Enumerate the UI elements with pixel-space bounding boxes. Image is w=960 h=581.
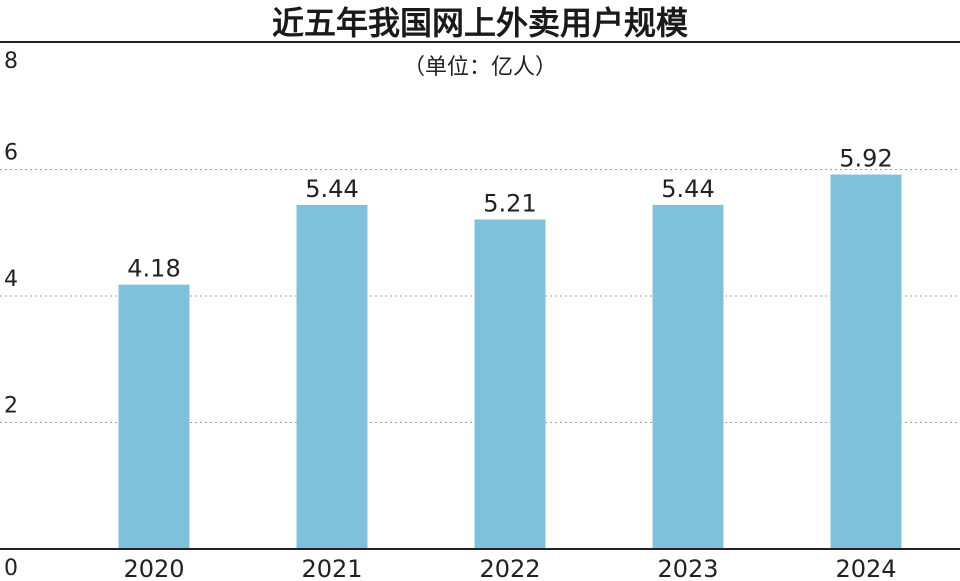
y-tick-label: 8 bbox=[4, 49, 18, 74]
x-tick-label-2024: 2024 bbox=[835, 555, 896, 581]
bar-2022 bbox=[474, 219, 546, 549]
x-tick-label-2021: 2021 bbox=[301, 555, 362, 581]
y-tick-label: 2 bbox=[4, 394, 18, 419]
data-label-2024: 5.92 bbox=[839, 145, 892, 173]
bar-2021 bbox=[296, 204, 368, 550]
data-label-2022: 5.21 bbox=[483, 189, 536, 217]
x-tick-label-2022: 2022 bbox=[479, 555, 540, 581]
bar-2023 bbox=[652, 204, 724, 550]
x-tick-label-2023: 2023 bbox=[657, 555, 718, 581]
y-tick-label: 6 bbox=[4, 141, 18, 166]
data-label-2023: 5.44 bbox=[661, 175, 714, 203]
bars bbox=[118, 174, 902, 550]
y-axis-ticks: 0 2 4 6 8 bbox=[4, 49, 18, 581]
chart-title: 近五年我国网上外卖用户规模 bbox=[272, 4, 688, 42]
bar-2020 bbox=[118, 284, 190, 549]
x-axis-ticks: 2020 2021 2022 2023 2024 bbox=[123, 555, 896, 581]
bar-2024 bbox=[830, 174, 902, 549]
data-labels: 4.18 5.44 5.21 5.44 5.92 bbox=[127, 145, 892, 283]
y-tick-label: 4 bbox=[4, 267, 18, 292]
data-label-2020: 4.18 bbox=[127, 255, 180, 283]
data-label-2021: 5.44 bbox=[305, 175, 358, 203]
x-tick-label-2020: 2020 bbox=[123, 555, 184, 581]
y-tick-label: 0 bbox=[4, 556, 18, 581]
chart-subtitle: （单位：亿人） bbox=[403, 55, 557, 80]
